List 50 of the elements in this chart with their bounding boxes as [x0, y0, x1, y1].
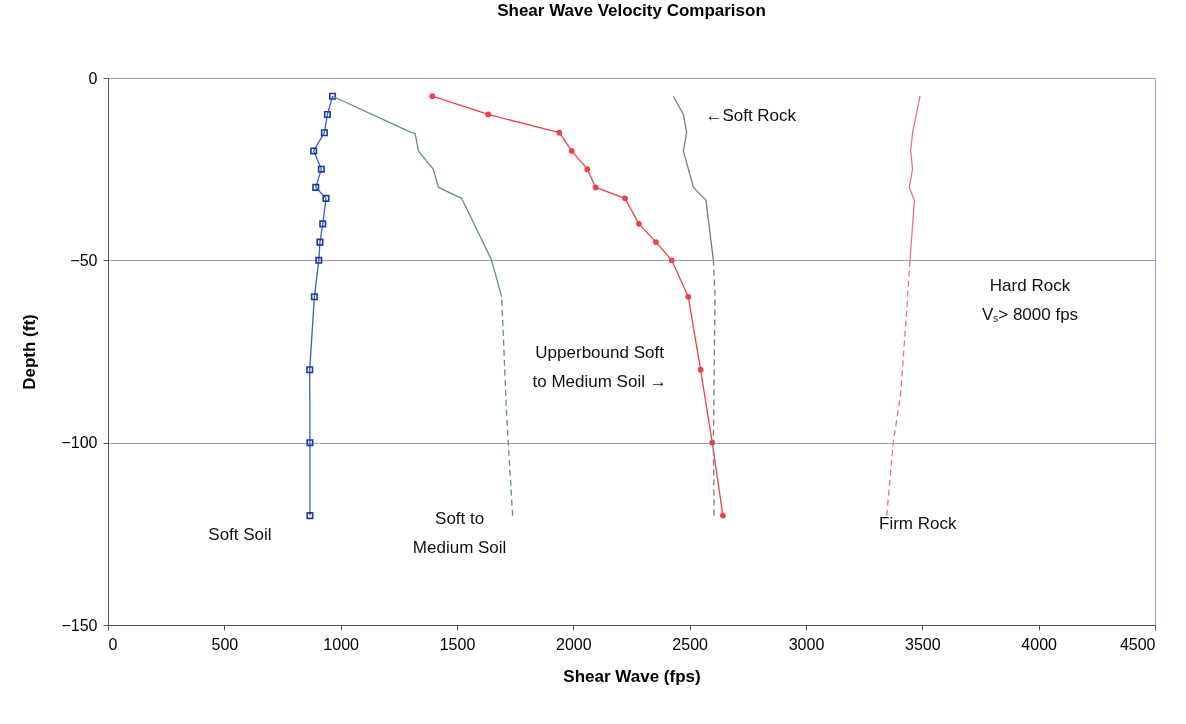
point [584, 166, 591, 173]
text: Soft Soil [208, 524, 272, 544]
point [668, 257, 675, 264]
x-tick-label: 1000 [323, 635, 360, 653]
point [319, 220, 327, 228]
y-tick-label: −150 [61, 616, 98, 634]
x-tick-label: 3500 [905, 635, 941, 653]
x-axis-title: Shear Wave (fps) [563, 666, 701, 686]
point [322, 194, 330, 202]
point [697, 366, 704, 373]
series-label: Upperbound Soft to Medium Soil → [532, 342, 667, 391]
point [568, 148, 575, 154]
series-label: Firm Rock [879, 513, 957, 533]
point [429, 93, 436, 100]
point [320, 129, 328, 137]
y-axis-title: Depth (ft) [20, 314, 40, 390]
point [622, 195, 628, 202]
point [315, 256, 323, 264]
point [306, 366, 314, 374]
point [720, 512, 726, 519]
x-tick-label: 4000 [1021, 635, 1058, 653]
y-tick-label: 0 [88, 69, 98, 87]
point [653, 239, 659, 246]
x-tick-label: 3000 [788, 635, 825, 653]
x-tick-label: 1500 [439, 635, 476, 653]
x-tick-label: 2000 [556, 635, 592, 653]
x-tick-label: 2500 [672, 635, 709, 653]
chart-title: Shear Wave Velocity Comparison [497, 1, 766, 20]
point [312, 183, 320, 191]
point [328, 92, 337, 100]
point [592, 184, 599, 191]
point [636, 220, 642, 227]
point [323, 110, 331, 118]
point [310, 293, 318, 301]
y-tick-label: −50 [70, 251, 98, 269]
x-tick-label: 500 [211, 635, 239, 653]
point [317, 165, 325, 173]
annotation: Hard Rock Vₛ> 8000 fps [981, 276, 1079, 324]
series-label: ←Soft Rock [705, 106, 797, 126]
point [306, 439, 314, 447]
x-tick-label: 4500 [1119, 635, 1156, 653]
series-label: Soft to Medium Soil [412, 508, 507, 557]
point [316, 238, 324, 246]
point [310, 147, 318, 155]
y-tick-label: −100 [61, 434, 98, 452]
point [306, 512, 314, 520]
point [685, 293, 692, 300]
x-tick-label: 0 [108, 635, 118, 653]
point [485, 111, 492, 118]
point [556, 129, 563, 136]
